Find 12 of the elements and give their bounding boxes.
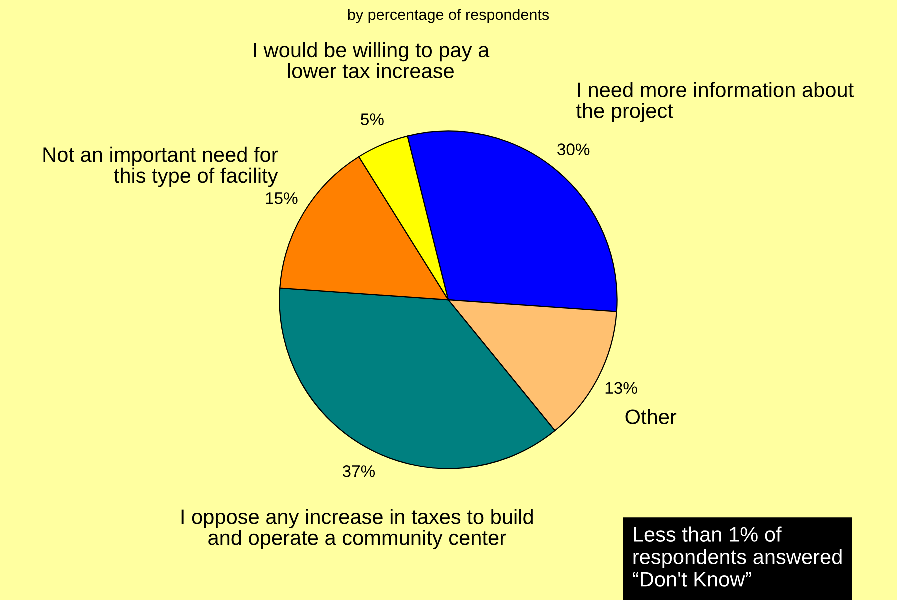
- text: Less than 1% of respondents answered “Don't Know”: [633, 526, 842, 587]
- data-label: 37%: [342, 466, 376, 478]
- data-label: 15%: [266, 192, 298, 204]
- slice-label: I need more information about the project: [576, 82, 854, 122]
- chart-title: by percentage of respondents: [348, 9, 550, 24]
- slice-label: I oppose any increase in taxes to build and operate a community center: [182, 509, 533, 550]
- slice-label: Other: [626, 409, 677, 424]
- slice-label: Not an important need for this type of facility: [44, 146, 278, 188]
- slice-label: I would be willing to pay a lower tax increase: [254, 42, 490, 78]
- data-label: 5%: [361, 114, 384, 126]
- data-label: 30%: [558, 144, 590, 156]
- data-label: 13%: [606, 382, 638, 394]
